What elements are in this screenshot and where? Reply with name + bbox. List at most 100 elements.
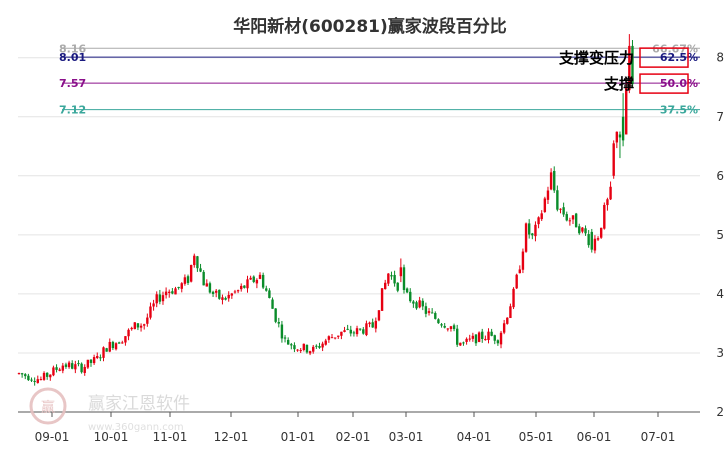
candle: [77, 360, 80, 367]
candle-body: [565, 214, 568, 221]
candle: [146, 313, 149, 327]
candle: [174, 286, 177, 295]
x-tick-label: 10-01: [94, 430, 129, 444]
candle-body: [484, 338, 487, 341]
candle-body: [427, 311, 431, 313]
candle: [105, 347, 108, 352]
fib-levels: 8.16 66.67%8.01 62.5%7.57 50.0%7.12 37.5%: [59, 42, 700, 117]
candle: [130, 326, 133, 331]
candle-body: [155, 294, 158, 304]
candle: [540, 210, 543, 221]
candle-body: [559, 208, 562, 210]
candle-body: [524, 223, 528, 252]
candle-body: [424, 306, 428, 314]
candle-body: [67, 362, 71, 368]
candle: [549, 168, 553, 191]
candle: [227, 291, 230, 302]
candle-body: [280, 324, 284, 339]
candle-body: [111, 341, 115, 349]
candle-body: [540, 213, 543, 220]
candle-body: [218, 289, 221, 299]
candle-body: [202, 271, 205, 286]
candle-body: [61, 365, 65, 371]
candle-body: [571, 215, 575, 220]
candle: [233, 289, 237, 294]
candle: [358, 328, 362, 331]
candle-body: [330, 337, 334, 339]
watermark-url: www.360gann.com: [88, 422, 184, 433]
candle: [399, 258, 403, 283]
candle-body: [340, 331, 343, 336]
candle: [293, 342, 296, 353]
candle-body: [377, 310, 381, 321]
candle: [462, 341, 465, 346]
candle: [240, 283, 243, 292]
candle-body: [509, 306, 512, 319]
candle: [252, 275, 255, 284]
candle: [518, 265, 521, 274]
candle-body: [512, 288, 515, 308]
y-tick-label: 8: [716, 51, 724, 65]
candle-body: [499, 332, 503, 345]
candle-body: [471, 335, 475, 339]
candle: [531, 232, 534, 240]
candle: [418, 296, 421, 309]
candle: [371, 318, 374, 328]
candle-body: [205, 283, 208, 287]
candle: [487, 328, 490, 344]
candle-body: [596, 238, 600, 240]
candle: [45, 372, 49, 380]
candle: [477, 331, 481, 343]
candle: [99, 354, 102, 362]
candle: [587, 230, 590, 248]
candle-body: [114, 343, 118, 350]
candle: [318, 342, 321, 349]
candle: [211, 290, 215, 297]
x-tick-label: 09-01: [35, 430, 70, 444]
candle: [559, 208, 562, 214]
candle: [621, 93, 625, 147]
candle: [474, 334, 478, 346]
candle: [39, 376, 43, 381]
candle: [434, 311, 437, 320]
candle-body: [562, 207, 565, 215]
candle: [499, 330, 503, 349]
candle-body: [468, 338, 471, 340]
candle-body: [171, 291, 174, 294]
candle-body: [102, 347, 105, 358]
candle-body: [105, 348, 108, 352]
candle: [496, 339, 500, 346]
candle-body: [86, 359, 90, 368]
candle-body: [117, 342, 121, 344]
candle: [443, 322, 446, 329]
candle: [524, 222, 528, 253]
candle: [368, 321, 371, 328]
candle-body: [315, 345, 318, 347]
candle: [546, 186, 550, 204]
candle: [168, 289, 171, 298]
candle: [612, 140, 615, 179]
candle: [196, 255, 199, 272]
candle: [415, 300, 418, 310]
candle: [556, 185, 559, 212]
candle: [133, 321, 137, 330]
candle-body: [496, 340, 500, 344]
candle-body: [224, 297, 227, 300]
candle: [430, 308, 434, 314]
candle-body: [446, 328, 450, 330]
candle: [390, 271, 393, 280]
candle-body: [409, 291, 412, 302]
candle: [346, 324, 349, 331]
candle: [402, 264, 406, 294]
candle-body: [99, 357, 102, 359]
candle-body: [305, 344, 309, 353]
candle-body: [24, 374, 27, 377]
candle-body: [52, 367, 55, 376]
candle: [459, 342, 462, 346]
grid: [18, 57, 700, 413]
candle-body: [249, 277, 252, 280]
candle-body: [556, 190, 559, 210]
candle: [71, 360, 74, 370]
candle-body: [45, 372, 49, 377]
candle-body: [321, 343, 324, 348]
